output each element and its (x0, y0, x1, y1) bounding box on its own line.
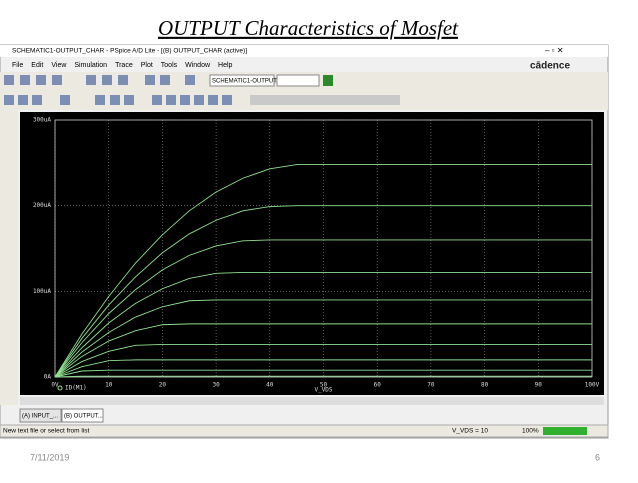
y-tick-label: 200uA (33, 202, 51, 209)
curve (54, 323, 592, 378)
menu-item[interactable]: Edit (31, 62, 43, 69)
legend-label: ID(M1) (65, 385, 87, 392)
slide-page: 6 (595, 452, 600, 462)
tab[interactable] (19, 408, 62, 423)
run-button[interactable] (323, 75, 333, 86)
slide-date: 7/11/2019 (30, 452, 69, 462)
x-tick-label: 0V (51, 382, 59, 389)
x-tick-label: 40 (266, 382, 274, 389)
progress-bar (543, 427, 587, 435)
curve (54, 205, 592, 378)
slide-title: OUTPUT Characteristics of Mosfet (158, 16, 459, 40)
menu-bar: File Edit View Simulation Trace Plot Tools Wind… (12, 62, 233, 69)
x-tick-label: 30 (212, 382, 220, 389)
axes-frame (54, 119, 593, 378)
y-tick-label: 100uA (33, 288, 51, 295)
curve (54, 299, 592, 378)
scrollbar (20, 397, 604, 405)
curve (54, 343, 592, 378)
menu-item[interactable]: File (12, 62, 23, 69)
plot: 0A 100uA 200uA 300uA 0V 10 20 30 40 50 60 70 80 90 100… (33, 117, 600, 394)
menu-item[interactable]: Window (185, 62, 211, 69)
tab-label: (B) OUTPUT... (64, 414, 103, 420)
menu-item[interactable]: Trace (115, 62, 133, 69)
tab-label: (A) INPUT_... (22, 414, 58, 420)
left-toolbar (0, 110, 18, 405)
menu-item[interactable]: Plot (141, 62, 153, 69)
profile-field[interactable] (209, 74, 275, 87)
menu-item[interactable]: Simulation (74, 62, 107, 69)
toolbar-icons (4, 75, 400, 105)
y-tick-label: 0A (44, 374, 52, 381)
curve (54, 239, 592, 378)
menu-item[interactable]: Tools (161, 62, 178, 69)
brand: cādence (530, 61, 570, 72)
x-tick-label: 100V (585, 382, 600, 389)
x-tick-label: 70 (427, 382, 435, 389)
title-bar (0, 45, 608, 57)
tabs: (A) INPUT_... (B) OUTPUT... (19, 408, 104, 423)
curve (54, 272, 592, 378)
progress-label: 100% (522, 428, 539, 435)
x-tick-label: 80 (481, 382, 489, 389)
x-tick-label: 20 (159, 382, 167, 389)
combo[interactable] (276, 74, 320, 87)
status-bar (0, 424, 609, 438)
curve (54, 359, 592, 378)
x-tick-label: 90 (535, 382, 543, 389)
sweep-value: V_VDS = 10 (452, 428, 488, 435)
profile-name: SCHEMATIC1-OUTPUT_Cl (212, 79, 286, 85)
menu-item[interactable]: Help (218, 62, 233, 69)
x-tick-label: 60 (374, 382, 382, 389)
plot-area (20, 112, 604, 395)
x-axis-label: V_VDS (314, 387, 332, 394)
status-text: New text file or select from list (3, 428, 90, 435)
x-tick-label: 10 (105, 382, 113, 389)
curve (54, 164, 592, 378)
menu-item[interactable]: View (51, 62, 67, 69)
window-title: SCHEMATIC1-OUTPUT_CHAR - PSpice A/D Lite… (12, 48, 247, 55)
curve (54, 375, 592, 378)
curve (54, 369, 592, 378)
legend-marker (57, 385, 63, 391)
y-tick-label: 300uA (33, 117, 51, 124)
window-buttons[interactable]: – ▫ ✕ (545, 46, 563, 55)
tab[interactable] (61, 408, 104, 423)
x-tick-label: 50 (320, 382, 328, 389)
